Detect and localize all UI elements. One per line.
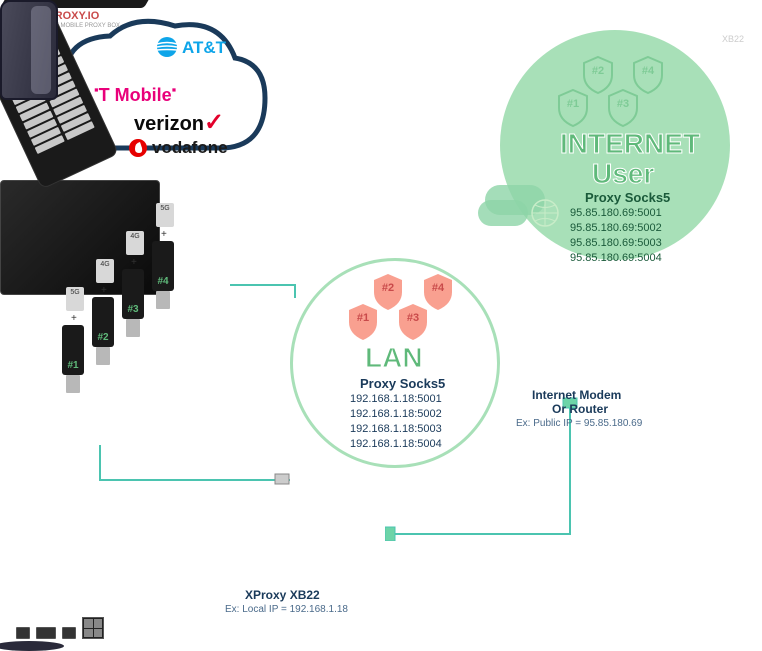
conn-hub-lan xyxy=(225,280,305,300)
dongle-cluster: 5G + #4 4G + #3 4G + #2 5G + #1 xyxy=(30,195,210,415)
lan-shield-3: #3 xyxy=(395,302,431,342)
deco-cloud-icon-2 xyxy=(478,200,528,226)
verizon-label: verizon✓ xyxy=(134,108,224,137)
xproxy-caption: XProxy XB22 xyxy=(245,588,320,602)
internet-title-2: User xyxy=(592,158,654,190)
internet-shield-1: #1 xyxy=(555,88,591,128)
sim-2: 4G xyxy=(96,259,114,283)
internet-proxy-header: Proxy Socks5 xyxy=(585,190,670,205)
internet-shield-3: #3 xyxy=(605,88,641,128)
dongle-1: #1 xyxy=(62,325,84,375)
conn-hub-box xyxy=(95,440,295,500)
dongle-3: #3 xyxy=(122,269,144,319)
modem-subcaption: Ex: Public IP = 95.85.180.69 xyxy=(516,418,642,429)
lan-shield-1: #1 xyxy=(345,302,381,342)
lan-title: LAN xyxy=(365,342,423,374)
vodafone-icon xyxy=(128,138,148,158)
globe-icon xyxy=(530,198,560,233)
att-globe-icon xyxy=(156,36,178,58)
dongle-2: #2 xyxy=(92,297,114,347)
lan-proxy-header: Proxy Socks5 xyxy=(360,376,445,391)
xproxy-subcaption: Ex: Local IP = 192.168.1.18 xyxy=(225,604,348,615)
vodafone-label: vodafone xyxy=(152,138,228,158)
tmobile-label: ▪T Mobile▪ xyxy=(94,82,176,106)
xproxy-model: XB22 xyxy=(722,34,744,44)
internet-proxy-list: 95.85.180.69:5001 95.85.180.69:5002 95.8… xyxy=(570,206,662,265)
sim-3: 4G xyxy=(126,231,144,255)
sim-1: 5G xyxy=(66,287,84,311)
sim-4: 5G xyxy=(156,203,174,227)
att-label: AT&T xyxy=(182,38,226,58)
modem-caption: Internet Modem xyxy=(532,388,621,402)
modem-caption-2: Or Router xyxy=(552,402,608,416)
internet-title-1: INTERNET xyxy=(560,128,700,160)
dongle-4: #4 xyxy=(152,241,174,291)
